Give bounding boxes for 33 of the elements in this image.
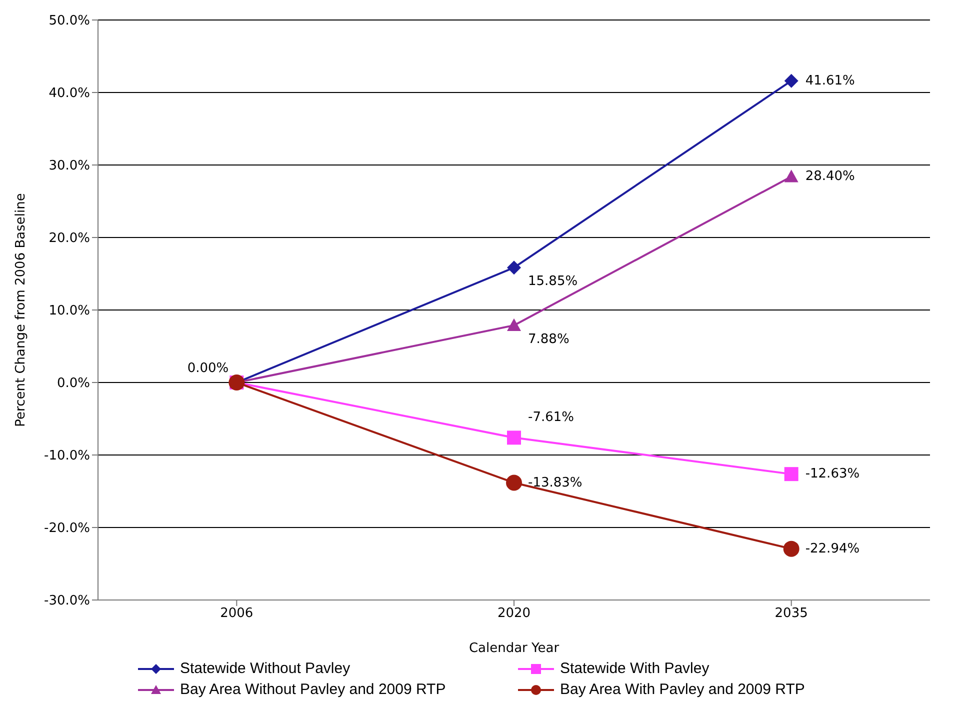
y-tick-label: -20.0% xyxy=(44,521,90,536)
point xyxy=(506,474,522,491)
legend-label: Statewide Without Pavley xyxy=(180,660,350,677)
data-label: 7.88% xyxy=(528,332,570,347)
legend-label: Bay Area Without Pavley and 2009 RTP xyxy=(180,681,446,698)
point xyxy=(507,430,521,445)
point xyxy=(784,74,798,88)
y-tick-label: -30.0% xyxy=(44,594,90,609)
legend-label: Bay Area With Pavley and 2009 RTP xyxy=(560,681,805,698)
data-label: -12.63% xyxy=(805,466,860,482)
data-label: 41.61% xyxy=(805,73,855,88)
point xyxy=(507,260,521,275)
y-tick-label: 0.0% xyxy=(56,376,90,392)
x-tick-label: 2006 xyxy=(220,606,254,622)
y-tick-label: 30.0% xyxy=(48,158,90,174)
point xyxy=(783,540,800,557)
data-label: 28.40% xyxy=(805,169,855,184)
data-label: -22.94% xyxy=(805,541,860,556)
x-tick-label: 2035 xyxy=(774,606,808,622)
x-tick-label: 2020 xyxy=(497,606,531,622)
y-axis-title: Percent Change from 2006 Baseline xyxy=(14,193,29,427)
data-label: -13.83% xyxy=(528,475,582,490)
data-label: -7.61% xyxy=(528,410,574,426)
point xyxy=(784,467,798,482)
data-label: 15.85% xyxy=(528,274,578,290)
x-axis-title: Calendar Year xyxy=(468,641,560,656)
y-tick-label: 50.0% xyxy=(48,14,90,29)
y-tick-label: 20.0% xyxy=(48,231,90,246)
y-tick-label: -10.0% xyxy=(44,448,90,464)
y-tick-label: 40.0% xyxy=(48,86,90,102)
data-label: 0.00% xyxy=(187,361,229,376)
y-tick-label: 10.0% xyxy=(48,304,90,319)
legend-label: Statewide With Pavley xyxy=(560,660,710,677)
